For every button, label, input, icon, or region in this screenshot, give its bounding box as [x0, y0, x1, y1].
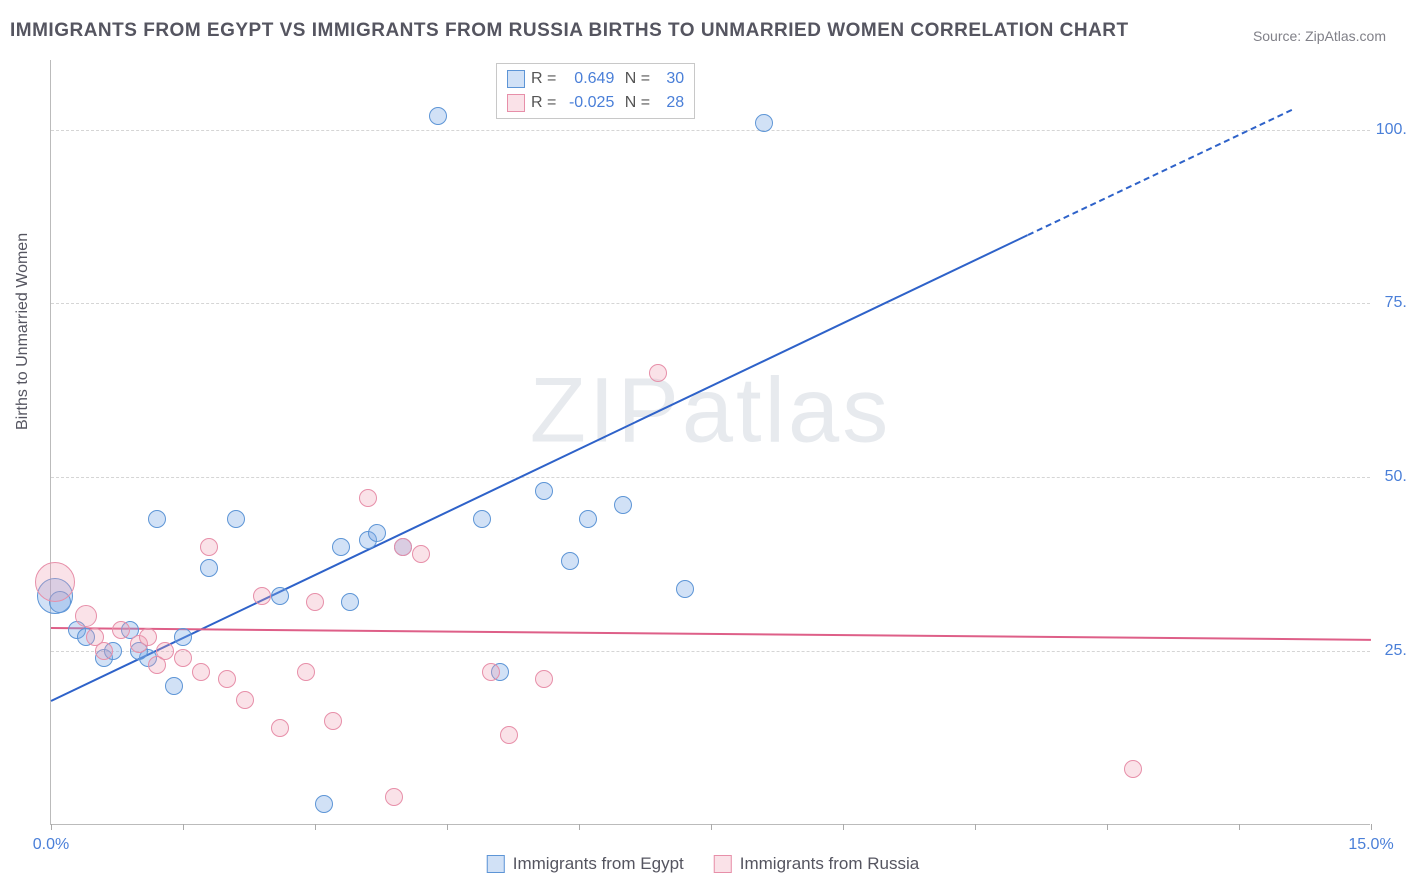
data-point-russia — [1124, 760, 1142, 778]
n-label: N = — [620, 67, 650, 91]
y-tick-label: 75.0% — [1385, 294, 1406, 312]
chart-title: IMMIGRANTS FROM EGYPT VS IMMIGRANTS FROM… — [10, 20, 1129, 42]
data-point-egypt — [755, 114, 773, 132]
data-point-russia — [649, 364, 667, 382]
data-point-egypt — [676, 580, 694, 598]
r-label: R = — [531, 67, 556, 91]
y-axis-label: Births to Unmarried Women — [14, 233, 32, 430]
gridline — [51, 651, 1370, 652]
data-point-russia — [86, 628, 104, 646]
data-point-egypt — [315, 795, 333, 813]
n-value-egypt: 30 — [656, 67, 684, 91]
data-point-egypt — [561, 552, 579, 570]
source-attribution: Source: ZipAtlas.com — [1253, 28, 1386, 44]
legend-label-russia: Immigrants from Russia — [740, 854, 919, 874]
x-tick — [1239, 824, 1240, 830]
swatch-egypt — [507, 70, 525, 88]
x-tick — [51, 824, 52, 830]
data-point-russia — [35, 562, 75, 602]
r-value-egypt: 0.649 — [562, 67, 614, 91]
data-point-russia — [271, 719, 289, 737]
data-point-russia — [236, 691, 254, 709]
data-point-egypt — [271, 587, 289, 605]
data-point-egypt — [473, 510, 491, 528]
x-tick — [975, 824, 976, 830]
stats-row-egypt: R = 0.649 N = 30 — [507, 67, 684, 91]
y-tick-label: 25.0% — [1385, 642, 1406, 660]
legend-label-egypt: Immigrants from Egypt — [513, 854, 684, 874]
chart-container: IMMIGRANTS FROM EGYPT VS IMMIGRANTS FROM… — [0, 0, 1406, 892]
data-point-egypt — [429, 107, 447, 125]
data-point-egypt — [579, 510, 597, 528]
x-tick — [579, 824, 580, 830]
plot-area: ZIPatlas R = 0.649 N = 30 R = -0.025 N =… — [50, 60, 1370, 825]
n-value-russia: 28 — [656, 91, 684, 115]
data-point-egypt — [332, 538, 350, 556]
stats-legend: R = 0.649 N = 30 R = -0.025 N = 28 — [496, 63, 695, 119]
data-point-russia — [156, 642, 174, 660]
n-label: N = — [620, 91, 650, 115]
x-tick — [1107, 824, 1108, 830]
gridline — [51, 477, 1370, 478]
data-point-russia — [192, 663, 210, 681]
swatch-russia-icon — [714, 855, 732, 873]
gridline — [51, 130, 1370, 131]
r-value-russia: -0.025 — [562, 91, 614, 115]
data-point-russia — [500, 726, 518, 744]
y-tick-label: 50.0% — [1385, 468, 1406, 486]
x-tick-label: 15.0% — [1348, 836, 1393, 854]
y-tick-label: 100.0% — [1376, 121, 1406, 139]
trend-line — [1027, 109, 1292, 236]
data-point-egypt — [227, 510, 245, 528]
data-point-egypt — [174, 628, 192, 646]
r-label: R = — [531, 91, 556, 115]
x-tick — [447, 824, 448, 830]
data-point-russia — [306, 593, 324, 611]
x-tick — [315, 824, 316, 830]
data-point-russia — [535, 670, 553, 688]
data-point-russia — [75, 605, 97, 627]
bottom-legend: Immigrants from Egypt Immigrants from Ru… — [487, 854, 919, 874]
legend-item-egypt: Immigrants from Egypt — [487, 854, 684, 874]
data-point-russia — [253, 587, 271, 605]
data-point-russia — [174, 649, 192, 667]
data-point-egypt — [535, 482, 553, 500]
swatch-russia — [507, 94, 525, 112]
data-point-russia — [359, 489, 377, 507]
data-point-russia — [139, 628, 157, 646]
data-point-egypt — [614, 496, 632, 514]
x-tick — [1371, 824, 1372, 830]
data-point-russia — [218, 670, 236, 688]
data-point-russia — [112, 621, 130, 639]
data-point-egypt — [368, 524, 386, 542]
swatch-egypt-icon — [487, 855, 505, 873]
data-point-russia — [412, 545, 430, 563]
data-point-russia — [385, 788, 403, 806]
stats-row-russia: R = -0.025 N = 28 — [507, 91, 684, 115]
data-point-egypt — [341, 593, 359, 611]
watermark-text: ZIPatlas — [530, 359, 891, 464]
data-point-egypt — [148, 510, 166, 528]
data-point-egypt — [165, 677, 183, 695]
data-point-russia — [394, 538, 412, 556]
x-tick-label: 0.0% — [33, 836, 69, 854]
data-point-russia — [324, 712, 342, 730]
gridline — [51, 303, 1370, 304]
legend-item-russia: Immigrants from Russia — [714, 854, 919, 874]
x-tick — [183, 824, 184, 830]
x-tick — [843, 824, 844, 830]
data-point-egypt — [200, 559, 218, 577]
data-point-russia — [482, 663, 500, 681]
data-point-russia — [200, 538, 218, 556]
x-tick — [711, 824, 712, 830]
data-point-russia — [297, 663, 315, 681]
trend-line — [51, 627, 1371, 641]
